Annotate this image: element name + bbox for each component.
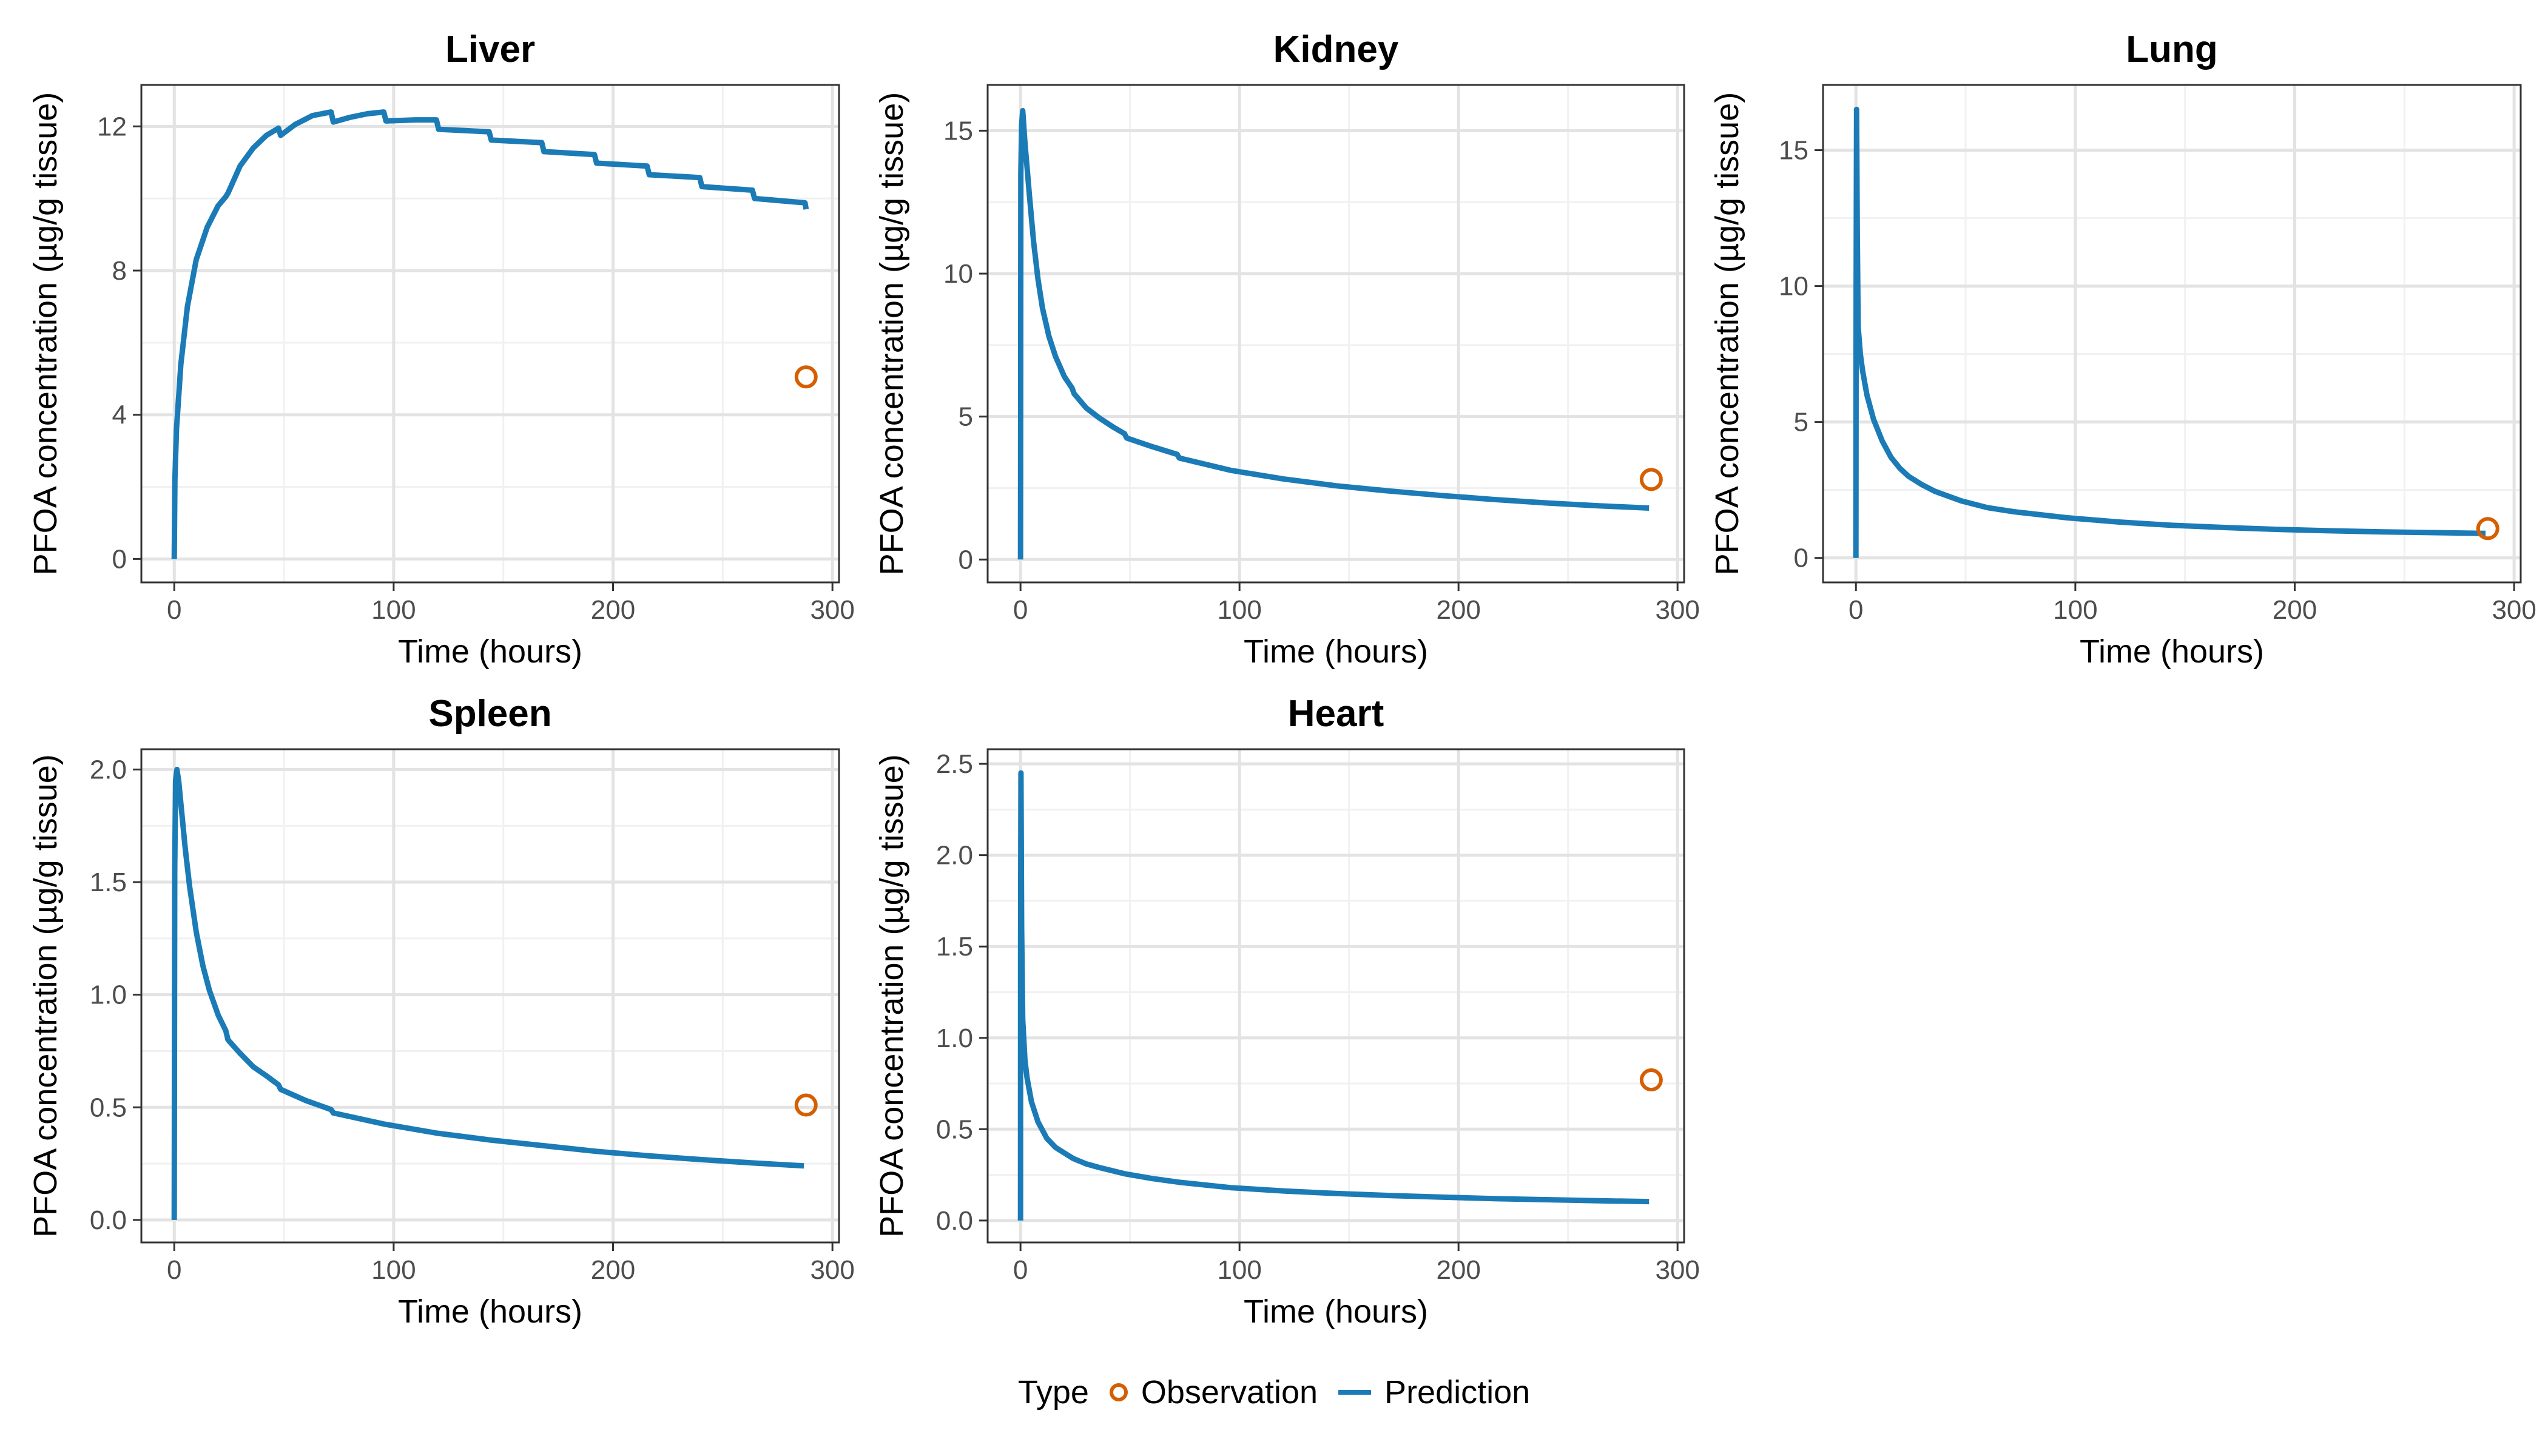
panel-liver: 0 100 200 300 0 4 8 12 Liver Time (hours) PFOA con…	[27, 29, 855, 670]
x-tick-label: 100	[371, 1255, 416, 1285]
x-axis-label: Time (hours)	[398, 1293, 582, 1330]
y-tick-label: 0	[112, 544, 127, 574]
x-tick-label: 0	[167, 1255, 181, 1285]
y-tick-label: 5	[959, 402, 973, 432]
x-tick-label: 300	[1655, 1255, 1699, 1285]
observation-point	[794, 1093, 818, 1117]
panel-border	[1822, 84, 2522, 584]
y-tick-label: 10	[943, 259, 973, 289]
y-tick-label: 2.0	[90, 755, 127, 784]
y-tick-label: 0.0	[936, 1206, 973, 1236]
y-axis-label: PFOA concentration (µg/g tissue)	[874, 92, 910, 575]
prediction-line	[1853, 106, 2486, 558]
x-tick-label: 100	[2053, 595, 2097, 625]
y-tick-label: 1.0	[936, 1023, 973, 1053]
panel-border	[140, 84, 840, 584]
x-axis-label: Time (hours)	[1244, 633, 1428, 670]
observation-point	[1639, 1068, 1663, 1092]
x-tick-label: 0	[1013, 1255, 1028, 1285]
y-tick-label: 0	[959, 545, 973, 575]
y-tick-label: 0.0	[90, 1205, 127, 1235]
prediction-line	[171, 766, 804, 1220]
x-tick-label: 0	[1849, 595, 1863, 625]
x-tick-label: 300	[2492, 595, 2536, 625]
y-tick-label: 8	[112, 256, 127, 286]
y-tick-label: 15	[943, 116, 973, 146]
y-tick-label: 1.0	[90, 980, 127, 1010]
observation-point	[1639, 468, 1663, 491]
x-tick-label: 0	[167, 595, 181, 625]
y-tick-label: 0	[1794, 544, 1808, 573]
panel-title: Liver	[445, 29, 535, 70]
legend-label-prediction: Prediction	[1384, 1374, 1531, 1410]
panel-background	[988, 749, 1684, 1242]
x-axis-label: Time (hours)	[398, 633, 582, 670]
y-axis-label: PFOA concentration (µg/g tissue)	[874, 754, 910, 1237]
x-tick-label: 100	[1217, 595, 1261, 625]
legend: Type Observation Prediction	[0, 1368, 2548, 1417]
panel-border	[986, 748, 1685, 1244]
x-tick-label: 200	[2273, 595, 2317, 625]
x-tick-label: 300	[1655, 595, 1699, 625]
observation-key-icon	[1109, 1383, 1128, 1401]
panel-title: Heart	[1288, 693, 1384, 735]
panel-background	[1823, 85, 2521, 582]
y-axis-label: PFOA concentration (µg/g tissue)	[27, 92, 64, 575]
x-axis-label: Time (hours)	[1244, 1293, 1428, 1330]
panel-background	[988, 85, 1684, 582]
y-tick-label: 12	[97, 112, 127, 141]
x-tick-label: 300	[810, 1255, 854, 1285]
prediction-line	[1017, 770, 1650, 1221]
x-tick-label: 200	[591, 595, 635, 625]
x-tick-label: 200	[591, 1255, 635, 1285]
legend-label-observation: Observation	[1141, 1374, 1318, 1410]
y-tick-label: 2.5	[936, 749, 973, 779]
y-tick-label: 4	[112, 400, 127, 430]
prediction-line	[171, 109, 809, 559]
y-tick-label: 1.5	[90, 868, 127, 897]
panel-kidney: 0 100 200 300 0 5 10 15 Kidney Time (hours) PFOA c…	[874, 29, 1700, 670]
y-tick-label: 5	[1794, 408, 1808, 437]
y-axis-label: PFOA concentration (µg/g tissue)	[1709, 92, 1745, 575]
x-tick-label: 100	[1217, 1255, 1261, 1285]
panel-lung: 0 100 200 300 0 5 10 15 Lung Time (hours) PFOA con…	[1709, 29, 2536, 670]
panel-heart: 0 100 200 300 0.0 0.5 1.0 1.5 2.0 2.5 Heart Time (h…	[874, 693, 1700, 1330]
prediction-key-icon	[1338, 1390, 1372, 1395]
y-tick-label: 1.5	[936, 932, 973, 962]
prediction-line	[1017, 107, 1650, 560]
panel-title: Kidney	[1273, 29, 1399, 70]
legend-item-observation: Observation	[1109, 1373, 1318, 1411]
y-tick-label: 0.5	[936, 1114, 973, 1144]
panel-spleen: 0 100 200 300 0.0 0.5 1.0 1.5 2.0 Spleen Time (hou…	[27, 693, 855, 1330]
x-axis-label: Time (hours)	[2080, 633, 2264, 670]
y-tick-label: 0.5	[90, 1093, 127, 1122]
observation-point	[794, 365, 818, 389]
observation-point	[2476, 517, 2499, 541]
x-tick-label: 200	[1436, 1255, 1480, 1285]
x-tick-label: 300	[810, 595, 854, 625]
x-tick-label: 100	[371, 595, 416, 625]
legend-title: Type	[1017, 1374, 1089, 1410]
y-tick-label: 2.0	[936, 841, 973, 871]
x-tick-label: 200	[1436, 595, 1480, 625]
legend-item-prediction: Prediction	[1338, 1373, 1530, 1411]
panel-title: Spleen	[428, 693, 551, 735]
y-tick-label: 15	[1779, 136, 1808, 166]
panel-border	[140, 748, 840, 1244]
panel-title: Lung	[2126, 29, 2218, 70]
panel-border	[986, 84, 1685, 584]
x-tick-label: 0	[1013, 595, 1028, 625]
y-tick-label: 10	[1779, 272, 1808, 302]
y-axis-label: PFOA concentration (µg/g tissue)	[27, 754, 64, 1237]
